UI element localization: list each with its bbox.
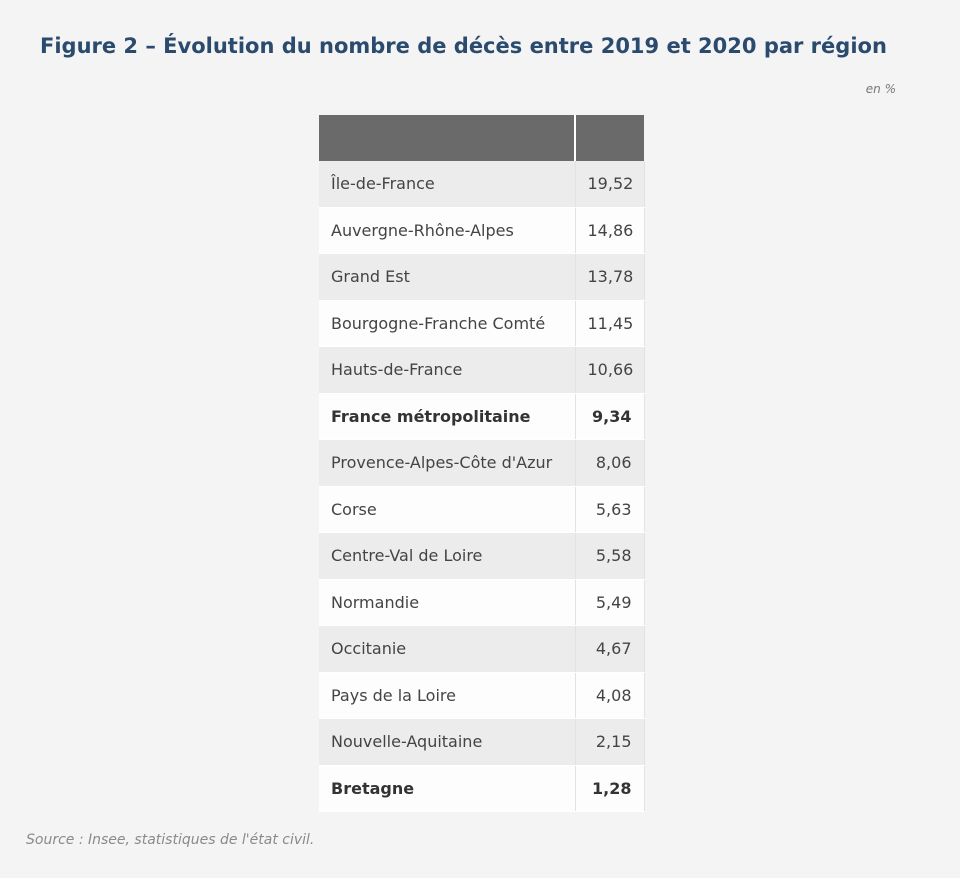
header-cell-label: [319, 115, 576, 161]
table-row: Corse 5,63: [319, 486, 645, 533]
region-label: Occitanie: [319, 625, 576, 673]
figure-title: Figure 2 – Évolution du nombre de décès …: [40, 34, 887, 58]
region-label: Nouvelle-Aquitaine: [319, 718, 576, 766]
region-value: 4,08: [575, 672, 645, 719]
region-label: Normandie: [319, 579, 576, 626]
table-body: Île-de-France 19,52 Auvergne-Rhône-Alpes 14…: [319, 161, 645, 812]
region-label: Pays de la Loire: [319, 672, 576, 719]
table-row: Auvergne-Rhône-Alpes 14,86: [319, 207, 645, 254]
region-label: Centre-Val de Loire: [319, 532, 576, 580]
table-row: Grand Est 13,78: [319, 253, 645, 301]
region-value: 11,45: [575, 300, 645, 347]
header-row: [319, 115, 644, 161]
region-value: 5,63: [575, 486, 645, 533]
region-value: 9,34: [575, 393, 645, 440]
header-cell-value: [575, 115, 644, 161]
region-label: Hauts-de-France: [319, 346, 576, 394]
source-note: Source : Insee, statistiques de l'état c…: [26, 832, 315, 848]
region-label: Corse: [319, 486, 576, 533]
region-label: Bourgogne-Franche Comté: [319, 300, 576, 347]
region-value: 5,58: [575, 532, 645, 580]
table-row: Bourgogne-Franche Comté 11,45: [319, 300, 645, 347]
region-label: France métropolitaine: [319, 393, 576, 440]
table-row: Normandie 5,49: [319, 579, 645, 626]
table-row: Île-de-France 19,52: [319, 161, 645, 208]
table-row: Bretagne 1,28: [319, 765, 645, 812]
table-row: Centre-Val de Loire 5,58: [319, 532, 645, 580]
region-label: Île-de-France: [319, 161, 576, 208]
region-value: 10,66: [575, 346, 645, 394]
region-label: Bretagne: [319, 765, 576, 812]
region-value: 14,86: [575, 207, 645, 254]
region-value: 13,78: [575, 253, 645, 301]
region-value: 2,15: [575, 718, 645, 766]
region-value: 8,06: [575, 439, 645, 487]
table-row: Provence-Alpes-Côte d'Azur 8,06: [319, 439, 645, 487]
table-row: France métropolitaine 9,34: [319, 393, 645, 440]
unit-note: en %: [865, 82, 896, 96]
data-table: Île-de-France 19,52 Auvergne-Rhône-Alpes 14…: [319, 115, 645, 812]
region-label: Provence-Alpes-Côte d'Azur: [319, 439, 576, 487]
table-row: Hauts-de-France 10,66: [319, 346, 645, 394]
region-value: 5,49: [575, 579, 645, 626]
region-value: 19,52: [575, 161, 645, 208]
table-row: Pays de la Loire 4,08: [319, 672, 645, 719]
table-header: [319, 115, 644, 161]
region-value: 4,67: [575, 625, 645, 673]
region-label: Auvergne-Rhône-Alpes: [319, 207, 576, 254]
table-row: Occitanie 4,67: [319, 625, 645, 673]
region-label: Grand Est: [319, 253, 576, 301]
table-row: Nouvelle-Aquitaine 2,15: [319, 718, 645, 766]
region-value: 1,28: [575, 765, 645, 812]
